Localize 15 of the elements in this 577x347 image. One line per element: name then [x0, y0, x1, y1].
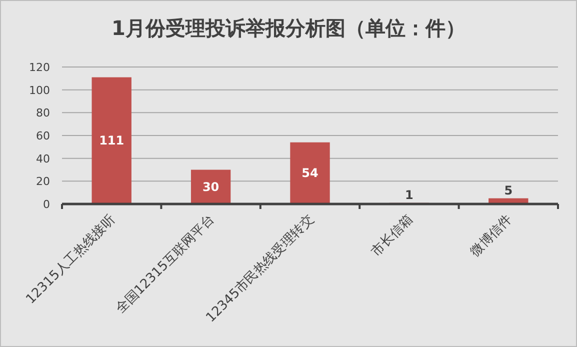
data-label: 111	[99, 134, 124, 148]
y-tick-label: 60	[36, 130, 50, 142]
y-tick-label: 120	[29, 61, 50, 74]
x-tick-label: 微博信件	[468, 212, 516, 260]
chart-title: 1月份受理投诉举报分析图（单位：件）	[112, 16, 466, 40]
y-tick-label: 100	[29, 84, 50, 97]
x-tick-label: 市长信箱	[368, 212, 416, 260]
data-label: 54	[302, 166, 318, 180]
y-tick-label: 20	[36, 175, 50, 188]
data-label: 5	[504, 183, 513, 198]
y-tick-label: 80	[36, 106, 50, 120]
y-tick-label: 40	[36, 152, 50, 166]
data-label: 30	[202, 180, 220, 194]
data-label: 1	[405, 188, 414, 202]
y-tick-label: 0	[43, 198, 50, 211]
